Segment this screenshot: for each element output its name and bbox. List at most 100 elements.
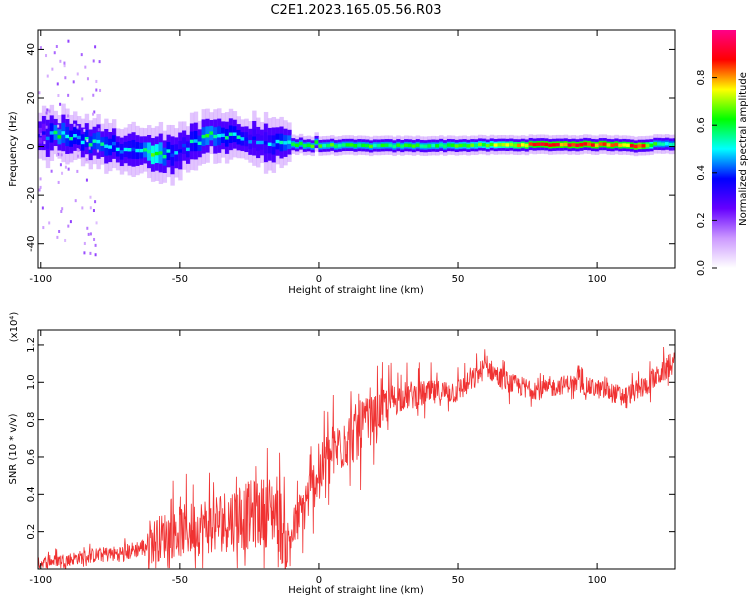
heatmap-cell (333, 144, 339, 148)
heatmap-cell (267, 142, 273, 147)
heatmap-cell (450, 143, 456, 147)
heatmap-speckle (76, 169, 79, 173)
heatmap-speckle (59, 163, 62, 167)
heatmap-cell (244, 137, 249, 141)
snr-y-tick-label: 0.8 (26, 412, 37, 428)
spectrogram-x-tick-label: 50 (452, 274, 465, 285)
heatmap-cell (193, 139, 199, 143)
heatmap-cell (489, 142, 495, 147)
heatmap-cell (528, 142, 534, 146)
heatmap-speckle (59, 59, 62, 63)
spectrogram-frame (37, 29, 676, 269)
heatmap-cell (501, 143, 506, 147)
heatmap-speckle (84, 65, 87, 69)
heatmap-speckle (89, 251, 92, 255)
heatmap-speckle (51, 67, 54, 71)
heatmap-speckle (89, 195, 92, 199)
heatmap-cell (221, 133, 226, 138)
heatmap-cell (415, 143, 421, 147)
snr-x-tick-label: 50 (452, 575, 465, 586)
heatmap-speckle (83, 251, 86, 255)
heatmap-speckle (80, 53, 83, 57)
heatmap-cell (645, 143, 650, 148)
heatmap-cell (559, 142, 565, 147)
heatmap-cell (372, 143, 378, 148)
heatmap-speckle (95, 221, 98, 225)
heatmap-speckle (89, 232, 92, 236)
heatmap-cell (166, 149, 171, 153)
heatmap-cell (513, 143, 518, 147)
snr-x-tick-label: -100 (29, 575, 52, 586)
heatmap-cell (80, 140, 86, 145)
heatmap-cell (622, 143, 627, 147)
snr-y-tick-label: 0.6 (26, 449, 37, 465)
heatmap-cell (84, 136, 90, 141)
heatmap-cell (279, 140, 284, 145)
heatmap-cell (154, 151, 160, 156)
heatmap-cell (629, 143, 635, 148)
heatmap-speckle (61, 207, 64, 211)
heatmap-speckle (95, 79, 98, 83)
heatmap-speckle (81, 97, 84, 101)
heatmap-cell (150, 153, 156, 157)
heatmap-cell (259, 140, 265, 145)
heatmap-speckle (81, 206, 84, 210)
heatmap-cell (41, 131, 47, 135)
heatmap-cell (92, 139, 97, 143)
heatmap-cell (298, 141, 304, 146)
heatmap-cell (65, 134, 70, 139)
heatmap-speckle (64, 238, 67, 242)
figure-title: C2E1.2023.165.05.56.R03 (270, 3, 441, 18)
heatmap-cell (162, 154, 168, 159)
heatmap-cell (423, 144, 428, 148)
heatmap-speckle (39, 46, 42, 50)
heatmap-cell (201, 134, 206, 139)
colorbar-gradient (712, 30, 736, 268)
heatmap-cell (594, 143, 600, 147)
heatmap-cell (256, 140, 261, 145)
heatmap-speckle (92, 93, 95, 97)
heatmap-cell (614, 142, 619, 147)
heatmap-cell (454, 144, 460, 148)
heatmap-speckle (86, 77, 89, 81)
heatmap-speckle (38, 91, 41, 95)
heatmap-speckle (92, 112, 95, 116)
heatmap-speckle (94, 45, 97, 49)
heatmap-cell (131, 147, 136, 152)
heatmap-speckle (94, 243, 97, 247)
heatmap-speckle (57, 152, 60, 156)
heatmap-cell (443, 144, 448, 148)
heatmap-speckle (96, 149, 99, 153)
heatmap-speckle (94, 200, 97, 204)
heatmap-cell (310, 144, 315, 149)
heatmap-cell (509, 142, 514, 147)
heatmap-cell (170, 153, 175, 158)
heatmap-cell (590, 143, 596, 147)
heatmap-cell (653, 142, 658, 146)
heatmap-cell (610, 143, 615, 147)
heatmap-speckle (69, 220, 72, 224)
heatmap-cell (419, 144, 425, 148)
colorbar-tick-label: 0.6 (696, 117, 707, 133)
heatmap-cell (411, 144, 417, 148)
heatmap-cell (69, 136, 74, 141)
heatmap-cell (485, 143, 491, 148)
heatmap-cell (326, 143, 331, 148)
heatmap-cell (189, 139, 195, 144)
heatmap-cell (135, 148, 140, 153)
heatmap-cell (563, 142, 569, 147)
heatmap-cell (57, 135, 62, 139)
heatmap-speckle (67, 39, 70, 43)
spectrogram-panel: -100 -50 0 50 100 -40 -20 0 20 40 Height of stra… (8, 29, 676, 296)
heatmap-cell (287, 140, 292, 144)
heatmap-speckle (57, 180, 60, 184)
heatmap-speckle (99, 88, 102, 92)
heatmap-cell (291, 142, 296, 146)
heatmap-cell (119, 150, 125, 154)
heatmap-cell (505, 143, 510, 147)
heatmap-speckle (85, 178, 88, 182)
heatmap-speckle (46, 74, 49, 78)
heatmap-cell (672, 142, 675, 147)
spectrogram-x-axis-label: Height of straight line (km) (288, 285, 424, 296)
heatmap-cell (53, 130, 58, 135)
